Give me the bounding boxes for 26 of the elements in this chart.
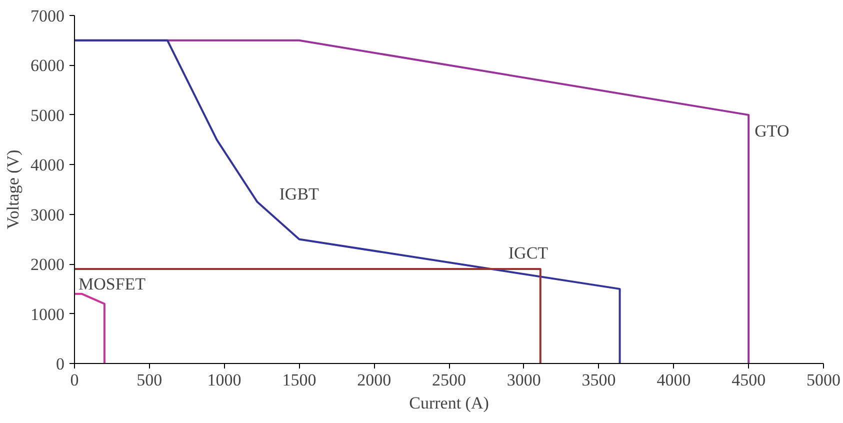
y-tick-label: 4000	[30, 156, 64, 175]
x-tick-label: 4500	[732, 370, 766, 390]
x-tick-label: 2500	[432, 370, 466, 390]
x-tick-label: 0	[70, 370, 79, 390]
series-label: IGCT	[508, 244, 549, 263]
y-tick-label: 3000	[30, 205, 64, 224]
y-tick-label: 0	[56, 354, 64, 374]
y-tick-label: 2000	[30, 255, 64, 274]
x-tick-label: 1000	[207, 370, 242, 390]
x-tick-label: 4000	[656, 370, 691, 390]
y-tick-label: 7000	[30, 6, 64, 26]
y-axis-title: Voltage (V)	[4, 150, 22, 230]
series-label: IGBT	[279, 184, 320, 204]
x-tick-label: 1500	[282, 370, 316, 390]
y-tick-label: 6000	[30, 56, 64, 76]
series-label: MOSFET	[78, 274, 146, 294]
x-tick-label: 3000	[506, 370, 541, 390]
x-axis-title: Current (A)	[409, 394, 489, 412]
x-tick-label: 2000	[357, 370, 392, 390]
line-series	[74, 39, 621, 364]
series-label: GTO	[754, 121, 790, 140]
x-tick-label: 5000	[806, 370, 840, 390]
x-tick-label: 500	[136, 370, 162, 390]
x-tick-label: 3500	[582, 370, 616, 390]
y-tick-label: 1000	[30, 304, 64, 324]
y-tick-label: 5000	[30, 106, 64, 125]
